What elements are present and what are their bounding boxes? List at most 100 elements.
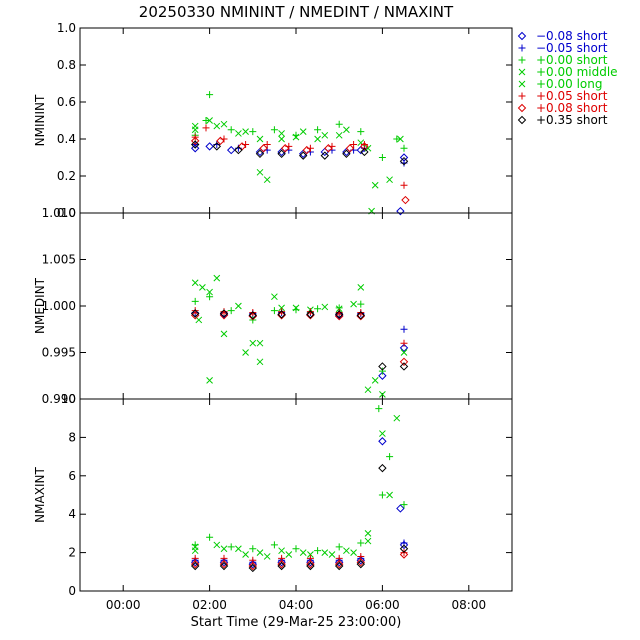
data-point (235, 545, 242, 553)
data-point (343, 547, 350, 555)
y-tick-label: 1.010 (42, 206, 76, 220)
legend-label: −0.08 short (536, 29, 608, 43)
data-point (256, 339, 264, 347)
data-point (256, 358, 264, 366)
data-point (364, 386, 372, 394)
data-point (277, 149, 286, 159)
y-tick-label: 0.6 (57, 95, 76, 109)
data-point (190, 140, 200, 149)
data-point (320, 151, 330, 160)
data-point (190, 559, 200, 569)
legend-label: −0.05 short (536, 41, 608, 55)
data-point (386, 491, 393, 499)
data-point (357, 128, 365, 136)
data-point (220, 120, 228, 128)
legend-marker (517, 31, 527, 41)
panel-nminint: 0.0 0.2 0.4 0.6 0.8 1.0 NMININT (33, 21, 513, 220)
data-point (219, 557, 229, 567)
data-point (335, 131, 343, 139)
data-point (249, 545, 257, 553)
data-point (400, 325, 408, 333)
legend-marker (518, 44, 526, 52)
x-tick-label: 04:00 (279, 598, 314, 612)
data-point (360, 142, 369, 151)
data-point (227, 543, 235, 551)
y-tick-label: 0.8 (57, 58, 76, 72)
series (190, 136, 410, 205)
data-point (206, 91, 214, 99)
data-point (280, 144, 290, 153)
data-point (190, 557, 200, 567)
data-point (400, 144, 408, 152)
data-point (364, 537, 372, 545)
legend-label: +0.00 long (536, 77, 603, 91)
data-point (270, 541, 278, 549)
legend-marker (517, 115, 527, 125)
data-point (190, 561, 200, 571)
data-point (195, 316, 203, 324)
data-point (345, 144, 355, 153)
data-point (378, 362, 387, 371)
data-point (302, 145, 312, 155)
x-tick-label: 00:00 (106, 598, 141, 612)
data-point (199, 284, 206, 291)
series (190, 140, 409, 166)
data-point (256, 135, 264, 143)
data-point (277, 561, 286, 571)
data-point (356, 559, 366, 569)
y-tick-label: 2 (68, 546, 76, 560)
series (191, 124, 408, 189)
data-point (278, 304, 285, 312)
data-point (357, 284, 365, 291)
data-point (271, 293, 278, 301)
series (191, 293, 386, 375)
data-point (342, 149, 351, 159)
data-point (219, 559, 229, 569)
data-point (314, 135, 321, 143)
data-point (248, 311, 258, 320)
data-point (306, 561, 315, 571)
plot-frame (79, 398, 513, 592)
y-tick-label: 1.005 (42, 253, 76, 267)
data-point (219, 561, 229, 571)
series (190, 309, 409, 380)
y-tick-label: 8 (68, 430, 76, 444)
y-tick-label: 0.4 (57, 132, 76, 146)
data-point (220, 545, 228, 553)
data-point (220, 330, 228, 338)
legend-marker (517, 103, 527, 113)
data-point (399, 343, 409, 353)
data-point (255, 149, 265, 159)
data-point (242, 128, 249, 135)
data-point (206, 293, 214, 301)
data-point (263, 553, 271, 560)
data-point (270, 126, 278, 134)
data-point (248, 563, 258, 573)
data-point (242, 551, 249, 558)
data-point (277, 557, 286, 567)
data-point (227, 307, 235, 315)
data-point (235, 302, 242, 310)
data-point (371, 181, 379, 189)
data-point (277, 559, 286, 569)
data-point (270, 307, 278, 315)
data-point (399, 550, 409, 559)
data-point (335, 120, 343, 128)
plot-frame (79, 27, 513, 214)
data-point (234, 145, 243, 155)
data-point (278, 135, 285, 143)
data-point (350, 141, 358, 149)
data-point (206, 117, 213, 124)
data-point (277, 311, 286, 320)
y-axis-label: NMAXINT (33, 467, 47, 523)
data-point (350, 300, 357, 308)
figure-title: 20250330 NMININT / NMEDINT / NMAXINT (139, 3, 454, 21)
data-point (248, 312, 258, 321)
y-tick-label: 6 (68, 469, 76, 483)
data-point (190, 136, 200, 146)
series (191, 274, 386, 398)
data-point (324, 144, 333, 153)
data-point (191, 297, 199, 305)
data-point (249, 339, 257, 347)
data-point (371, 377, 379, 384)
